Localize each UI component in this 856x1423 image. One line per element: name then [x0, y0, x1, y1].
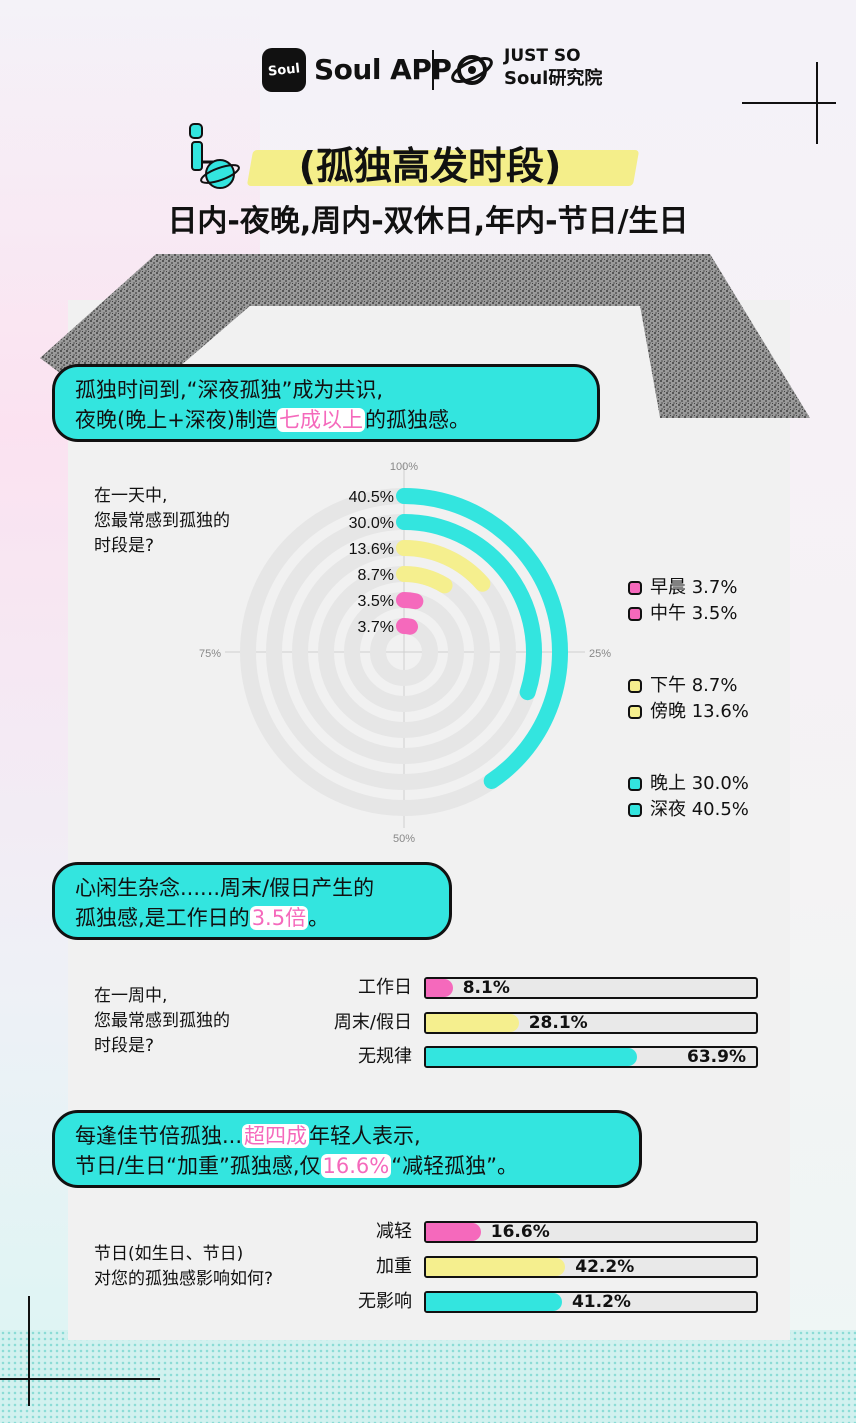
callout-holiday-highlight2: 16.6% [320, 1154, 392, 1178]
bar-fill [426, 1223, 481, 1241]
question-week: 在一周中, 您最常感到孤独的 时段是? [94, 986, 230, 1056]
planet-emblem-icon [451, 55, 493, 85]
callout-holiday-line2: 节日/生日“加重”孤独感,仅16.6%“减轻孤独”。 [75, 1154, 518, 1178]
question-holiday: 节日(如生日、节日) 对您的孤独感影响如何? [94, 1244, 274, 1289]
lab-name-line1: JUST SO [504, 46, 581, 66]
bar-value-label: 8.1% [462, 978, 510, 998]
bar-category-label: 无影响 [358, 1291, 412, 1312]
legend-swatch [628, 777, 642, 791]
header-divider [432, 50, 434, 90]
callout-week-highlight: 3.5倍 [249, 906, 309, 930]
legend-swatch [628, 679, 642, 693]
radial-bar-label-4: 3.5% [358, 593, 394, 610]
bar-track: 28.1% [424, 1012, 758, 1034]
bar-value-label: 41.2% [571, 1292, 631, 1312]
bar-fill [426, 1014, 519, 1032]
radial-axis-tick-2: 50% [393, 833, 415, 845]
callout-day-highlight: 七成以上 [276, 408, 365, 432]
legend-item-3: 傍晚 13.6% [628, 700, 749, 724]
radial-axis-tick-0: 100% [390, 461, 418, 473]
radial-bar-1 [396, 514, 542, 701]
radial-bar-4 [396, 592, 424, 610]
radial-bar-3 [396, 566, 453, 594]
bar-track: 42.2% [424, 1256, 758, 1278]
legend-swatch [628, 581, 642, 595]
page-subtitle: 日内-夜晚,周内-双休日,年内-节日/生日 [167, 204, 689, 239]
legend-item-0: 早晨 3.7% [628, 576, 737, 600]
bar-fill [426, 1293, 562, 1311]
legend-label: 晚上 30.0% [650, 773, 749, 794]
legend-item-5: 深夜 40.5% [628, 798, 749, 822]
bar-fill [426, 979, 453, 997]
legend-item-1: 中午 3.5% [628, 602, 737, 626]
callout-bubble-holiday: 每逢佳节倍孤独...超四成年轻人表示, 节日/生日“加重”孤独感,仅16.6%“… [52, 1110, 642, 1188]
legend-label: 下午 8.7% [650, 675, 738, 696]
callout-holiday-line1: 每逢佳节倍孤独...超四成年轻人表示, [75, 1124, 421, 1148]
lab-name-line2: Soul研究院 [504, 68, 603, 89]
soul-logo: Soul [262, 48, 306, 92]
radial-bar-label-0: 40.5% [349, 489, 394, 506]
callout-day-line1: 孤独时间到,“深夜孤独”成为共识, [75, 378, 384, 402]
crosshair-top-right-h [742, 102, 836, 104]
radial-axis-tick-1: 25% [589, 648, 611, 660]
bar-category-label: 无规律 [358, 1046, 412, 1067]
callout-bubble-week: 心闲生杂念......周末/假日产生的 孤独感,是工作日的3.5倍。 [52, 862, 452, 940]
bar-value-label: 16.6% [490, 1222, 550, 1242]
app-name: Soul APP [314, 53, 452, 86]
crosshair-bottom-left-h [0, 1378, 160, 1380]
radial-bar-2 [396, 540, 491, 592]
legend-swatch [628, 607, 642, 621]
callout-holiday-highlight1: 超四成 [242, 1124, 310, 1148]
bar-track: 8.1% [424, 977, 758, 999]
radial-axis-tick-3: 75% [199, 648, 221, 660]
radial-bar-label-2: 13.6% [349, 541, 394, 558]
legend-swatch [628, 803, 642, 817]
legend-label: 傍晚 13.6% [650, 701, 749, 722]
radial-bar-label-1: 30.0% [349, 515, 394, 532]
legend-label: 中午 3.5% [650, 603, 738, 624]
bar-category-label: 减轻 [376, 1221, 412, 1242]
bar-category-label: 加重 [376, 1256, 412, 1277]
bar-fill [426, 1258, 566, 1276]
lonely-figure-icon [189, 123, 240, 189]
bar-track: 63.9% [424, 1046, 758, 1068]
radial-bar-label-5: 3.7% [358, 619, 394, 636]
radial-bar-chart: 100% 25% 50% 75% 40.5% 30.0% 13.6% 8.7% 3.5% 3.7% [199, 461, 611, 845]
legend-item-2: 下午 8.7% [628, 674, 737, 698]
bar-value-label: 63.9% [687, 1047, 746, 1067]
callout-day-line2: 夜晚(晚上+深夜)制造七成以上的孤独感。 [75, 408, 470, 432]
question-day: 在一天中, 您最常感到孤独的 时段是? [94, 486, 230, 556]
radial-bar-label-3: 8.7% [358, 567, 394, 584]
callout-bubble-day: 孤独时间到,“深夜孤独”成为共识, 夜晚(晚上+深夜)制造七成以上的孤独感。 [52, 364, 600, 442]
legend-label: 深夜 40.5% [650, 799, 749, 820]
callout-week-line1: 心闲生杂念......周末/假日产生的 [75, 876, 375, 900]
bar-category-label: 工作日 [358, 977, 412, 998]
page-title: (孤独高发时段) [298, 144, 562, 188]
bar-track: 16.6% [424, 1221, 758, 1243]
legend-item-4: 晚上 30.0% [628, 772, 749, 796]
bar-category-label: 周末/假日 [333, 1012, 412, 1033]
bar-fill [426, 1048, 637, 1066]
bar-value-label: 42.2% [575, 1257, 635, 1277]
bar-track: 41.2% [424, 1291, 758, 1313]
legend-swatch [628, 705, 642, 719]
radial-bar-5 [396, 618, 418, 635]
bar-value-label: 28.1% [528, 1013, 588, 1033]
legend-label: 早晨 3.7% [650, 577, 738, 598]
radial-bar-0 [396, 488, 568, 790]
bottom-dot-pattern [0, 1330, 856, 1423]
crosshair-bottom-left [28, 1296, 30, 1406]
callout-week-line2: 孤独感,是工作日的3.5倍。 [75, 906, 330, 930]
